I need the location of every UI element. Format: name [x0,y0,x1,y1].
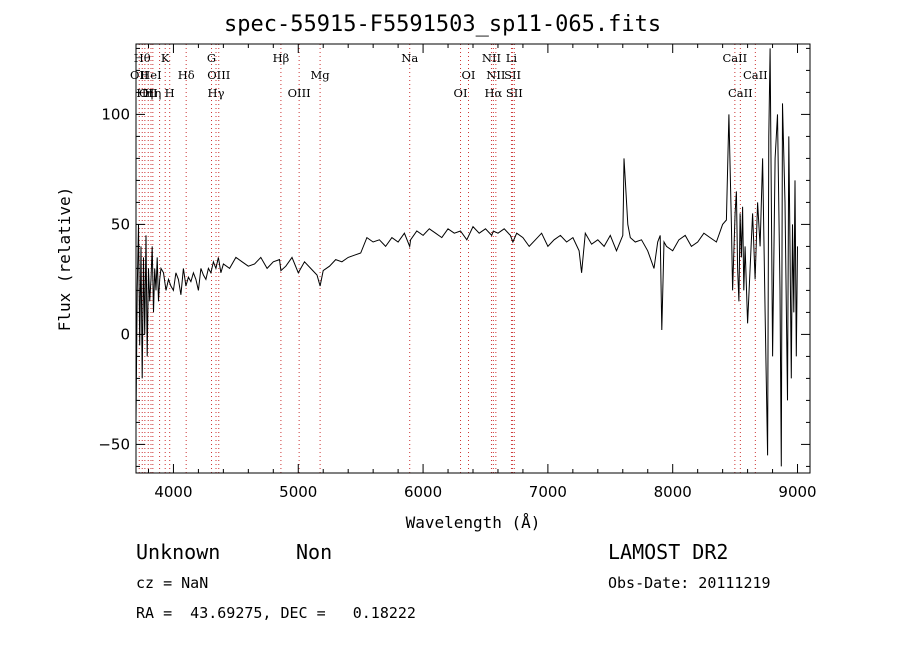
line-marker-label: Hδ [178,68,195,82]
y-tick-label: −50 [98,435,130,453]
line-marker-label: Hβ [273,51,290,65]
x-tick-label: 4000 [154,483,192,501]
cz-value: cz = NaN [136,574,209,592]
line-marker-label: Hθ [134,51,151,65]
x-tick-label: 6000 [404,483,442,501]
axis-ticks [136,44,810,473]
line-marker-label: HeI [140,68,161,82]
line-marker-label: G [207,51,216,65]
y-axis-label: Flux (relative) [55,187,74,332]
line-marker-label: NII [482,51,501,65]
axis-tick-labels: 4000 5000 6000 7000 8000 9000 −50 0 50 100 [98,105,816,501]
line-marker-labels: OIIHθHηOIIHeIHηKHHδGHγOIIIHβOIIIMgNaOIOI… [130,51,768,100]
y-tick-label: 100 [101,105,130,123]
line-marker-label: Na [401,51,418,65]
line-marker-label: CaII [728,86,753,100]
line-marker-label: OI [454,86,468,100]
line-marker-label: SII [504,68,521,82]
line-marker-label: Hγ [208,86,225,100]
x-tick-label: 8000 [654,483,692,501]
x-tick-label: 7000 [529,483,567,501]
line-markers [138,44,756,473]
line-marker-label: Hη [136,86,153,100]
line-marker-label: K [161,51,170,65]
line-marker-label: NII [486,68,505,82]
line-marker-label: OII [130,68,149,82]
obs-date: Obs-Date: 20111219 [608,574,771,592]
line-marker-label: OIII [207,68,230,82]
line-marker-label: H [165,86,175,100]
x-axis-label: Wavelength (Å) [406,513,541,532]
spectrum-line [135,48,798,467]
survey-label: LAMOST DR2 [608,540,729,564]
subclass-label: Non [296,540,333,564]
line-marker-label: OIII [288,86,311,100]
y-tick-label: 0 [120,325,130,343]
x-tick-label: 9000 [778,483,816,501]
line-marker-label: Hα [484,86,502,100]
class-label: Unknown [136,540,221,564]
line-marker-label: Hη [144,86,161,100]
y-tick-label: 50 [111,215,130,233]
line-marker-label: SII [506,86,523,100]
line-marker-label: Li [506,51,518,65]
ra-dec: RA = 43.69275, DEC = 0.18222 [136,604,416,622]
chart-title: spec-55915-F5591503_sp11-065.fits [224,12,662,37]
line-marker-label: OII [139,86,158,100]
line-marker-label: CaII [722,51,747,65]
line-marker-label: CaII [743,68,768,82]
line-marker-label: OI [462,68,476,82]
x-tick-label: 5000 [279,483,317,501]
line-marker-label: Mg [311,68,331,82]
